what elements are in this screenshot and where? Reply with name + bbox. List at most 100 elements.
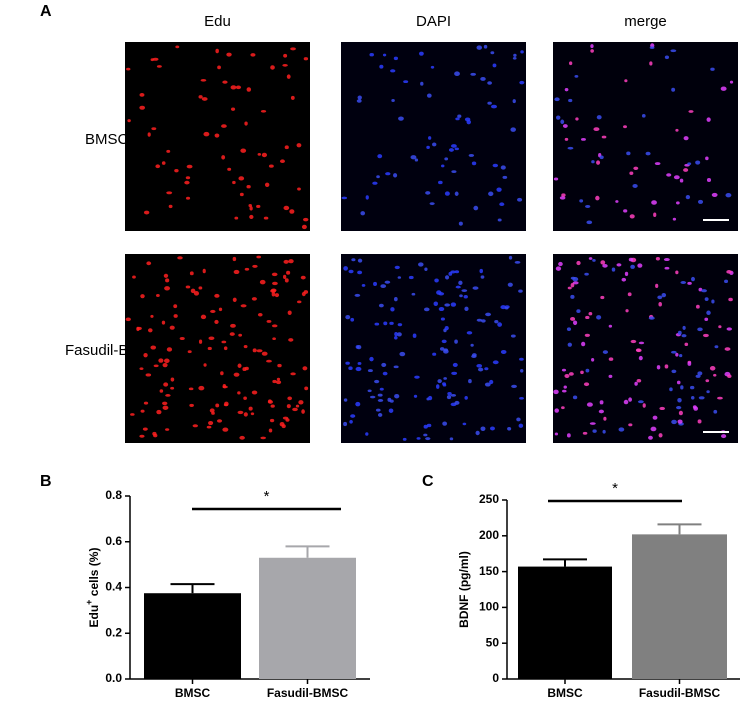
- cell: [608, 324, 613, 328]
- cell: [345, 314, 351, 320]
- cell: [290, 95, 295, 100]
- cell: [504, 306, 509, 310]
- cell: [198, 339, 203, 344]
- cell: [402, 437, 407, 441]
- cell: [477, 367, 484, 372]
- bar: [518, 566, 612, 679]
- cell: [652, 415, 658, 420]
- cell: [244, 267, 250, 271]
- cell: [442, 421, 448, 426]
- cell: [675, 270, 679, 275]
- cell: [126, 67, 131, 71]
- cell: [232, 180, 236, 185]
- cell: [466, 331, 473, 335]
- cell: [284, 145, 289, 150]
- cell: [365, 432, 369, 436]
- micrograph: [553, 42, 738, 231]
- cell: [600, 295, 605, 300]
- y-tick-label: 100: [479, 600, 499, 614]
- cell: [260, 110, 267, 113]
- cell: [350, 414, 356, 418]
- cell: [675, 128, 679, 132]
- cell: [136, 326, 142, 331]
- cell: [264, 182, 270, 187]
- cell: [357, 95, 362, 100]
- cell: [554, 97, 560, 102]
- cell: [382, 53, 387, 57]
- cell: [256, 204, 261, 208]
- cell: [683, 168, 689, 172]
- cell: [355, 401, 361, 407]
- cell: [602, 429, 606, 434]
- cell: [655, 283, 659, 289]
- cell: [276, 380, 282, 385]
- cell: [260, 436, 266, 440]
- cell: [438, 307, 445, 312]
- cell: [279, 159, 285, 164]
- cell: [510, 334, 516, 338]
- cell: [387, 397, 392, 402]
- cell: [444, 191, 450, 196]
- cell: [626, 151, 631, 156]
- cell: [507, 282, 513, 287]
- cell: [583, 382, 590, 387]
- cell: [360, 211, 366, 216]
- cell: [214, 133, 220, 138]
- cell: [256, 255, 262, 259]
- cell: [724, 279, 729, 284]
- cell: [575, 117, 579, 121]
- cell: [562, 389, 567, 393]
- cell: [214, 293, 220, 298]
- cell: [710, 67, 715, 71]
- cell: [428, 136, 432, 140]
- cell: [390, 69, 396, 73]
- cell: [570, 317, 576, 321]
- cell: [208, 336, 215, 341]
- cell: [221, 124, 227, 128]
- cell: [561, 406, 565, 410]
- cell: [725, 193, 732, 198]
- y-axis-label-text: BDNF (pg/ml): [457, 551, 471, 628]
- cell: [450, 144, 457, 148]
- cell: [671, 369, 677, 374]
- cell: [173, 304, 178, 309]
- cell: [451, 170, 457, 173]
- cell: [671, 87, 676, 92]
- x-tick-label: Fasudil-BMSC: [267, 686, 349, 700]
- cell: [497, 322, 503, 327]
- cell: [490, 426, 495, 431]
- cell: [283, 205, 290, 211]
- cell: [393, 365, 399, 369]
- cell: [233, 269, 240, 275]
- cell: [428, 395, 433, 401]
- cell: [202, 268, 206, 274]
- cell: [706, 390, 710, 394]
- cell: [628, 423, 633, 427]
- cell: [711, 299, 715, 304]
- cell: [555, 266, 562, 271]
- cell: [381, 362, 387, 367]
- y-axis-label-sup: +: [84, 600, 94, 605]
- cell: [218, 307, 223, 312]
- cell: [423, 307, 430, 312]
- cell: [168, 204, 173, 209]
- cell: [350, 317, 355, 322]
- cell: [519, 357, 524, 361]
- cell: [239, 435, 245, 440]
- cell: [470, 343, 474, 347]
- cell: [442, 382, 446, 386]
- cell: [471, 354, 477, 358]
- cell: [451, 371, 458, 376]
- cell: [706, 178, 712, 182]
- cell: [618, 427, 625, 432]
- significance-label: *: [264, 488, 270, 505]
- cell: [200, 78, 207, 82]
- cell: [661, 293, 667, 298]
- cell: [414, 375, 420, 379]
- cell: [166, 347, 173, 352]
- cell: [256, 349, 263, 353]
- cell: [681, 334, 687, 338]
- cell: [562, 124, 568, 128]
- y-tick-label: 0.4: [105, 580, 122, 594]
- cell: [252, 348, 257, 353]
